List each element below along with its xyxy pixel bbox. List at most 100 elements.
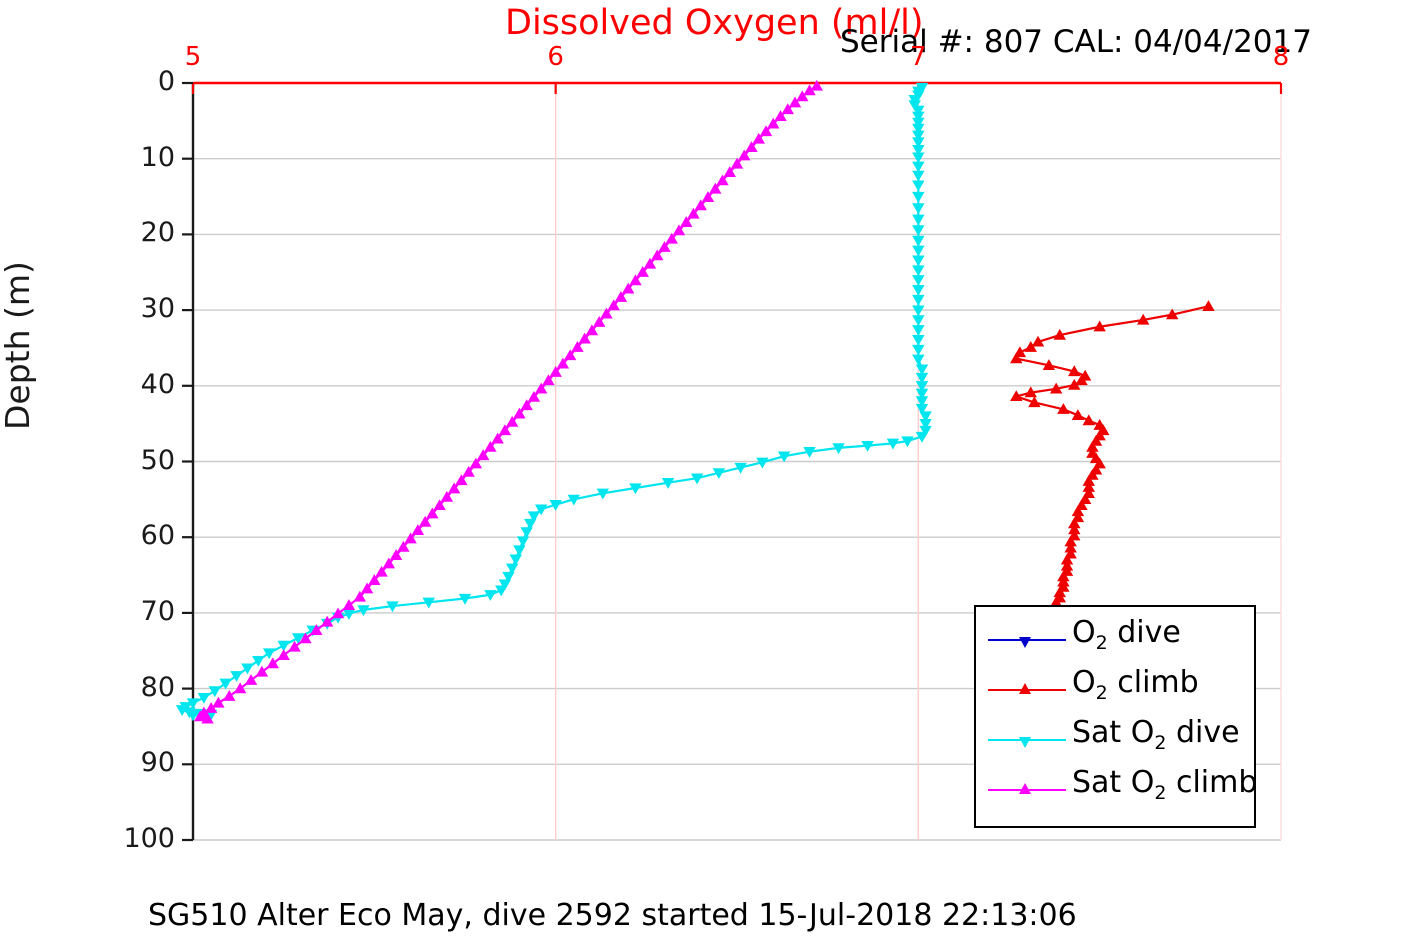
data-point-marker	[651, 249, 664, 261]
data-point-marker	[912, 137, 925, 149]
data-point-marker	[534, 382, 548, 394]
data-point-marker	[1068, 517, 1081, 529]
data-point-marker	[484, 440, 497, 452]
data-point-marker	[1071, 409, 1085, 420]
data-point-marker	[262, 648, 276, 660]
data-point-marker	[241, 663, 254, 675]
data-point-marker	[1136, 313, 1150, 325]
data-point-marker	[498, 424, 512, 436]
y-tick-label: 100	[123, 823, 175, 854]
data-point-marker	[661, 478, 675, 489]
legend-label: O2 dive	[1072, 615, 1181, 654]
data-point-marker	[912, 265, 925, 277]
data-point-marker	[912, 117, 925, 129]
data-point-marker	[291, 633, 305, 645]
data-point-marker	[549, 499, 562, 511]
data-point-marker	[310, 624, 323, 635]
data-point-marker	[596, 488, 610, 500]
data-point-marker	[919, 411, 932, 423]
data-point-marker	[230, 671, 243, 682]
data-point-marker	[197, 693, 211, 704]
data-point-marker	[1049, 382, 1063, 394]
data-point-marker	[1024, 340, 1037, 352]
data-point-marker	[244, 674, 258, 685]
legend-item-3[interactable]: Sat O2 climb	[976, 765, 1258, 815]
data-point-marker	[915, 372, 929, 384]
data-point-marker	[223, 689, 236, 701]
data-point-marker	[368, 574, 381, 585]
data-point-marker	[912, 305, 925, 317]
data-point-marker	[803, 84, 816, 96]
data-point-marker	[919, 425, 932, 437]
data-point-marker	[360, 582, 374, 594]
data-point-marker	[567, 494, 580, 506]
data-point-marker	[563, 349, 577, 361]
data-series-layer	[175, 79, 1215, 724]
data-point-marker	[208, 686, 221, 698]
data-point-marker	[397, 540, 410, 552]
data-point-marker	[912, 144, 925, 156]
series-line	[181, 86, 927, 717]
data-point-marker	[1082, 474, 1095, 486]
data-point-marker	[912, 225, 925, 237]
data-point-marker	[331, 607, 345, 619]
data-point-marker	[915, 403, 929, 415]
legend-item-1[interactable]: O2 climb	[976, 665, 1258, 715]
data-point-marker	[458, 593, 472, 605]
data-point-marker	[912, 325, 925, 336]
data-point-marker	[411, 524, 425, 536]
data-point-marker	[491, 432, 504, 444]
data-point-marker	[912, 123, 925, 135]
data-point-marker	[422, 597, 435, 609]
x-tick-label: 8	[1272, 42, 1290, 72]
data-point-marker	[542, 374, 555, 386]
legend-label: Sat O2 dive	[1072, 715, 1240, 754]
data-point-marker	[912, 354, 925, 366]
data-point-marker	[495, 585, 508, 597]
data-point-marker	[781, 103, 794, 115]
data-point-marker	[832, 443, 845, 455]
x-tick-label: 7	[910, 42, 927, 72]
legend-item-2[interactable]: Sat O2 dive	[976, 715, 1258, 765]
data-point-marker	[912, 245, 925, 257]
data-point-marker	[901, 436, 914, 448]
data-point-marker	[1064, 541, 1077, 553]
data-point-marker	[440, 490, 454, 502]
data-point-marker	[919, 419, 932, 430]
data-point-marker	[212, 696, 225, 708]
data-point-marker	[886, 438, 900, 450]
data-point-marker	[527, 511, 541, 523]
data-point-marker	[194, 710, 207, 722]
data-point-marker	[680, 216, 693, 227]
series-sat-o2-climb	[194, 79, 823, 724]
legend-marker-triangle-down-icon	[1019, 637, 1031, 648]
data-point-marker	[658, 241, 671, 252]
data-point-marker	[1028, 396, 1041, 408]
data-point-marker	[690, 473, 704, 485]
data-point-marker	[201, 712, 214, 724]
y-tick-label: 40	[140, 368, 175, 400]
data-point-marker	[509, 554, 522, 566]
data-point-marker	[912, 334, 925, 346]
y-tick-label: 70	[140, 595, 175, 627]
data-point-marker	[520, 527, 533, 539]
legend-item-0[interactable]: O2 dive	[976, 615, 1258, 665]
y-tick-label: 80	[140, 671, 175, 703]
data-point-marker	[912, 130, 925, 142]
data-point-marker	[1060, 553, 1074, 565]
data-point-marker	[912, 275, 925, 287]
data-point-marker	[912, 170, 925, 182]
data-point-marker	[186, 710, 200, 722]
data-point-marker	[556, 357, 570, 369]
chart-title: Dissolved Oxygen (ml/l)	[505, 3, 924, 43]
data-point-marker	[915, 381, 929, 392]
data-point-marker	[915, 364, 929, 376]
data-point-marker	[447, 482, 461, 494]
data-point-marker	[912, 235, 925, 247]
y-tick-label: 20	[140, 217, 175, 249]
data-point-marker	[342, 599, 356, 610]
y-tick-label: 0	[157, 66, 175, 97]
data-point-marker	[484, 590, 497, 601]
data-point-marker	[498, 579, 512, 591]
